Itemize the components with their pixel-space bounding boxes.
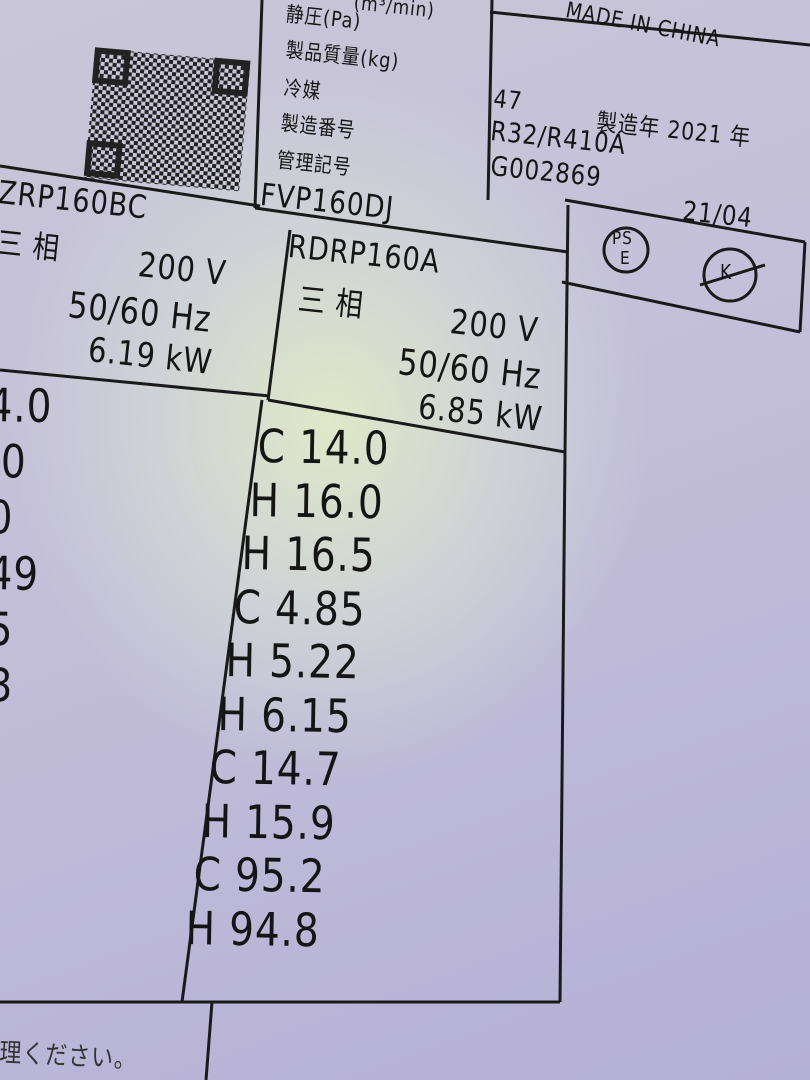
qr-code bbox=[83, 47, 251, 192]
unit-value: C 4.85 bbox=[233, 579, 366, 636]
weight: 47 bbox=[492, 84, 524, 116]
unit-value: H 6.15 bbox=[217, 686, 353, 743]
unit-voltage: 200 V bbox=[448, 302, 541, 352]
unit-value: H 15.9 bbox=[201, 793, 337, 850]
unit-value: 5 bbox=[0, 602, 14, 657]
unit-value: C 95.2 bbox=[193, 847, 326, 904]
unit-value: C 14.0 bbox=[257, 419, 390, 476]
unit-value: H 94.8 bbox=[185, 900, 321, 957]
ps-mark: PS bbox=[612, 228, 633, 249]
manufacture-date: 21/04 bbox=[680, 196, 755, 235]
ps-mark-e: E bbox=[620, 248, 631, 269]
unit-value: 0 bbox=[0, 490, 14, 545]
unit-phase: 三 相 bbox=[296, 280, 366, 325]
unit-value: C 14.7 bbox=[209, 740, 342, 797]
spec-label: 冷媒 bbox=[282, 76, 323, 104]
unit-voltage: 200 V bbox=[136, 245, 229, 295]
unit-phase: 三 相 bbox=[0, 225, 62, 268]
unit-value: H 16.0 bbox=[249, 472, 385, 529]
k-mark: K bbox=[720, 260, 733, 284]
footer-note: 理ください。 bbox=[0, 1038, 138, 1076]
unit-value: 3 bbox=[0, 658, 14, 713]
unit-value: H 16.5 bbox=[241, 526, 377, 583]
unit-value: 4.0 bbox=[0, 378, 53, 434]
unit-value: H 5.22 bbox=[225, 633, 361, 690]
unit-value: .0 bbox=[0, 434, 28, 489]
unit-value: 49 bbox=[0, 546, 40, 601]
